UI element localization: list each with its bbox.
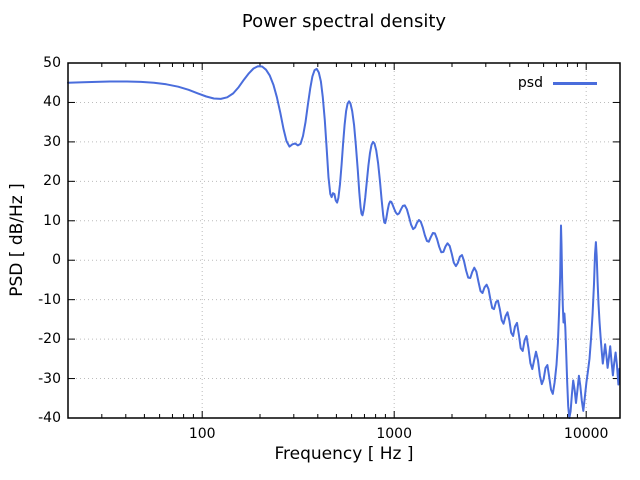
y-tick-label: 30 bbox=[43, 133, 61, 150]
y-tick-label: 10 bbox=[43, 212, 61, 229]
y-tick-label: -10 bbox=[38, 291, 61, 308]
x-tick-label: 1000 bbox=[376, 426, 412, 442]
y-tick-label: 20 bbox=[43, 173, 61, 190]
plot-border bbox=[67, 62, 621, 419]
x-tick-label: 10000 bbox=[563, 426, 609, 442]
x-tick-label: 100 bbox=[188, 426, 216, 442]
legend: psd bbox=[475, 74, 597, 92]
legend-line-sample bbox=[553, 81, 597, 85]
y-tick-label: 50 bbox=[43, 55, 61, 71]
x-axis-label: Frequency [ Hz ] bbox=[274, 444, 414, 464]
y-tick-label: 0 bbox=[52, 252, 61, 269]
y-tick-label: -30 bbox=[38, 370, 61, 387]
chart-title: Power spectral density bbox=[241, 11, 447, 32]
y-tick-label: 40 bbox=[43, 94, 61, 111]
legend-label: psd bbox=[517, 75, 543, 91]
y-tick-label: -20 bbox=[38, 331, 61, 348]
y-tick-label: -40 bbox=[38, 410, 61, 426]
psd-curve bbox=[67, 65, 621, 419]
